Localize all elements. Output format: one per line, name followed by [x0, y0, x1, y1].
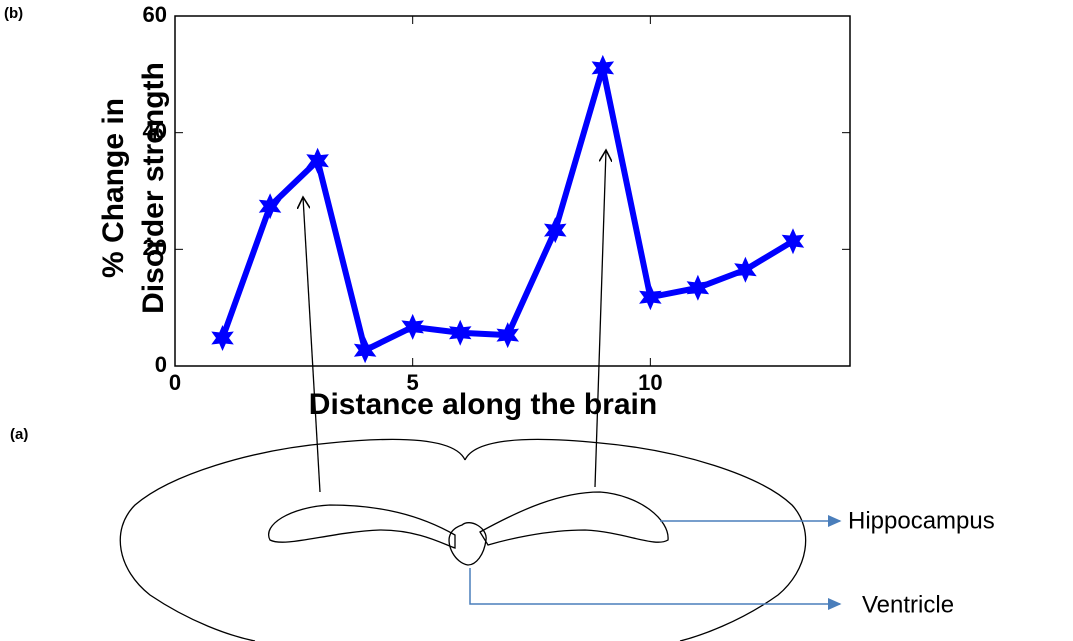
diagram-label: Ventricle [862, 591, 954, 618]
point-marker [211, 325, 234, 351]
x-axis-label: Distance along the brain [309, 388, 657, 421]
point-marker [401, 313, 424, 340]
panel-label: (a) [10, 426, 28, 443]
point-marker [591, 54, 615, 81]
x-tick-label: 5 [407, 370, 419, 395]
point-marker [734, 256, 757, 283]
y-tick-label: 0 [155, 352, 167, 377]
panel-label: (b) [4, 5, 23, 22]
brain-diagram [119, 150, 807, 641]
ventricle [448, 522, 487, 566]
x-tick-label: 10 [638, 370, 662, 395]
point-marker [449, 319, 472, 346]
plot-frame [174, 15, 851, 367]
data-line [219, 64, 795, 354]
point-marker [306, 147, 329, 174]
y-axis-label: % Change in [97, 98, 130, 278]
diagram-label: Hippocampus [848, 507, 995, 534]
hippocampus-right [479, 491, 669, 546]
point-marker [544, 217, 567, 244]
y-axis-label: Disorder strength [137, 62, 170, 314]
plot: 0 20 40 60 0 5 10 [143, 2, 850, 395]
label-pointer [469, 568, 842, 610]
arrow [303, 197, 321, 493]
point-marker [496, 322, 519, 349]
point-marker [686, 274, 710, 301]
point-marker [353, 337, 377, 364]
point-marker [258, 193, 282, 220]
y-tick-label: 20 [143, 235, 167, 260]
y-tick-label: 60 [143, 2, 167, 27]
brain-outline [119, 438, 807, 641]
arrow [594, 150, 606, 488]
x-tick-label: 0 [169, 370, 181, 395]
point-marker [781, 228, 805, 255]
point-marker [639, 284, 662, 311]
y-tick-label: 40 [143, 118, 167, 143]
hippocampus-left [268, 504, 456, 549]
